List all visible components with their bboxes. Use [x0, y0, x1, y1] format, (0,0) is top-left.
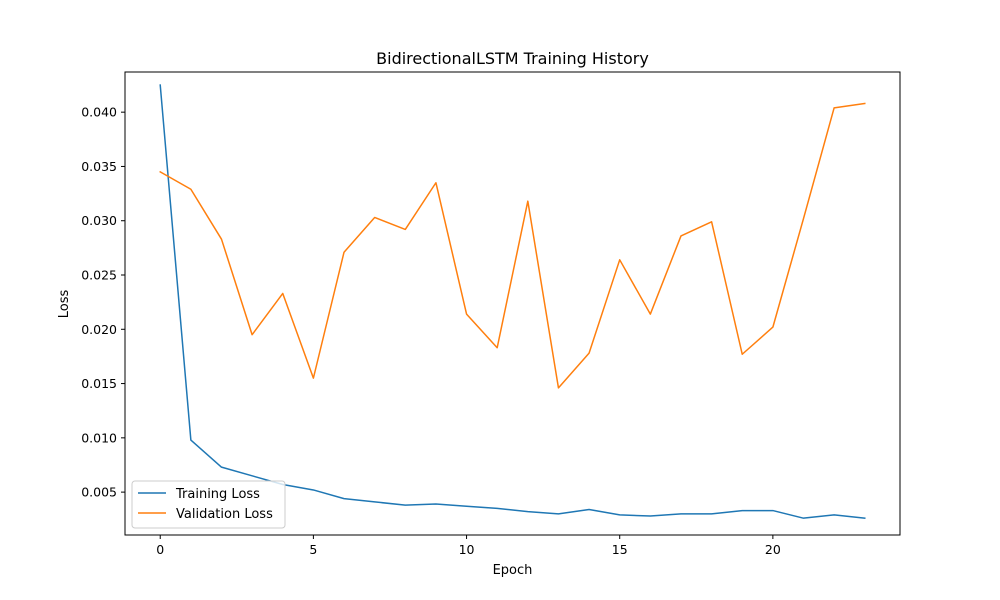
- axes-layer: 0 5 10 15 20 0.005 0.010 0.015 0.020 0.025 0.030 0.…: [81, 105, 781, 557]
- y-tick-label: 0.025: [81, 268, 117, 283]
- legend-box: [131, 480, 286, 529]
- x-tick-label: 10: [459, 542, 475, 557]
- legend: Training Loss Validation Loss: [131, 480, 286, 529]
- x-tick-label: 0: [156, 542, 164, 557]
- y-tick-label: 0.010: [81, 430, 117, 445]
- y-tick-label: 0.020: [81, 322, 117, 337]
- y-tick-label: 0.040: [81, 105, 117, 120]
- legend-label-training: Training Loss: [175, 487, 260, 502]
- chart-title: BidirectionalLSTM Training History: [376, 49, 649, 68]
- y-tick-label: 0.015: [81, 376, 117, 391]
- y-axis-label: Loss: [57, 290, 72, 319]
- x-tick-label: 5: [309, 542, 317, 557]
- series-line-validation-loss: [159, 102, 866, 389]
- y-tick-label: 0.035: [81, 159, 117, 174]
- y-tick-label: 0.005: [81, 485, 117, 500]
- x-tick-label: 20: [765, 542, 781, 557]
- legend-label-validation: Validation Loss: [176, 507, 273, 522]
- y-tick-label: 0.030: [81, 213, 117, 228]
- x-tick-label: 15: [612, 542, 628, 557]
- plot-frame: [124, 71, 901, 536]
- x-axis-label: Epoch: [493, 563, 533, 578]
